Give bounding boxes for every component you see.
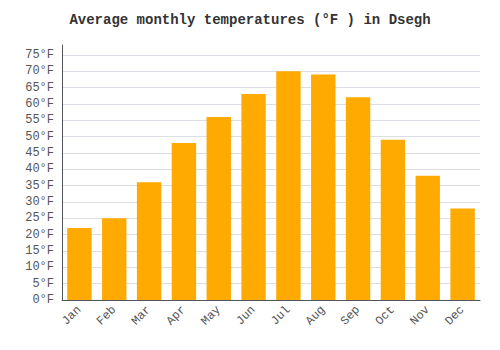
svg-text:May: May (199, 303, 224, 328)
svg-text:25°F: 25°F (25, 211, 54, 225)
svg-text:10°F: 10°F (25, 260, 54, 274)
svg-text:45°F: 45°F (25, 146, 54, 160)
svg-text:5°F: 5°F (32, 277, 54, 291)
svg-text:Dec: Dec (442, 303, 467, 328)
svg-text:50°F: 50°F (25, 130, 54, 144)
svg-text:Average monthly temperatures (: Average monthly temperatures (°F ) in Ds… (69, 12, 430, 28)
svg-text:Sep: Sep (338, 303, 363, 328)
svg-text:Jan: Jan (59, 303, 84, 328)
svg-text:30°F: 30°F (25, 195, 54, 209)
svg-text:Apr: Apr (164, 303, 189, 328)
svg-text:Nov: Nov (408, 303, 433, 328)
svg-text:Aug: Aug (303, 303, 328, 328)
svg-text:Jul: Jul (268, 303, 293, 328)
svg-text:75°F: 75°F (25, 48, 54, 62)
svg-text:55°F: 55°F (25, 113, 54, 127)
svg-text:Feb: Feb (94, 303, 119, 328)
svg-text:Jun: Jun (233, 303, 258, 328)
svg-text:60°F: 60°F (25, 97, 54, 111)
svg-text:35°F: 35°F (25, 179, 54, 193)
svg-text:65°F: 65°F (25, 81, 54, 95)
svg-text:Oct: Oct (373, 303, 398, 328)
svg-text:15°F: 15°F (25, 244, 54, 258)
svg-text:40°F: 40°F (25, 162, 54, 176)
svg-text:Mar: Mar (129, 303, 154, 328)
svg-text:70°F: 70°F (25, 64, 54, 78)
svg-text:0°F: 0°F (32, 293, 54, 307)
svg-text:20°F: 20°F (25, 228, 54, 242)
